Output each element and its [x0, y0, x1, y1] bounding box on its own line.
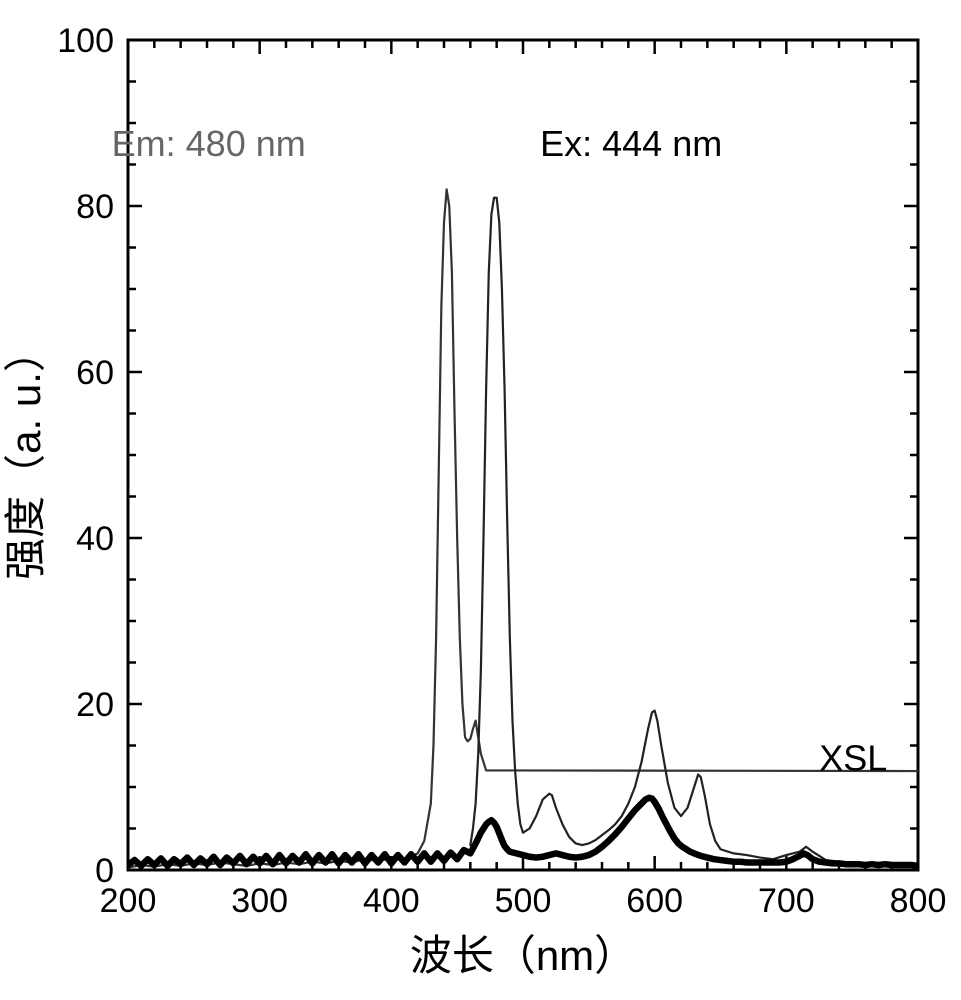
y-tick-label: 60 [76, 354, 114, 392]
plot-border [128, 40, 918, 870]
x-tick-label: 700 [758, 882, 815, 920]
annotation: XSL [819, 737, 887, 778]
y-tick-label: 100 [57, 22, 114, 60]
spectrum-chart: 200300400500600700800020406080100波长（nm）强… [0, 0, 961, 1000]
x-tick-label: 800 [890, 882, 947, 920]
y-tick-label: 80 [76, 188, 114, 226]
x-tick-label: 600 [626, 882, 683, 920]
y-tick-label: 0 [95, 852, 114, 890]
x-tick-label: 400 [363, 882, 420, 920]
annotation: Em: 480 nm [112, 123, 306, 164]
x-tick-label: 500 [495, 882, 552, 920]
annotation: Ex: 444 nm [540, 123, 722, 164]
chart-svg: 200300400500600700800020406080100波长（nm）强… [0, 0, 961, 1000]
x-tick-label: 300 [231, 882, 288, 920]
x-axis-title: 波长（nm） [410, 932, 636, 979]
y-axis-title: 强度（a. u.） [2, 330, 49, 580]
y-tick-label: 20 [76, 686, 114, 724]
y-tick-label: 40 [76, 520, 114, 558]
